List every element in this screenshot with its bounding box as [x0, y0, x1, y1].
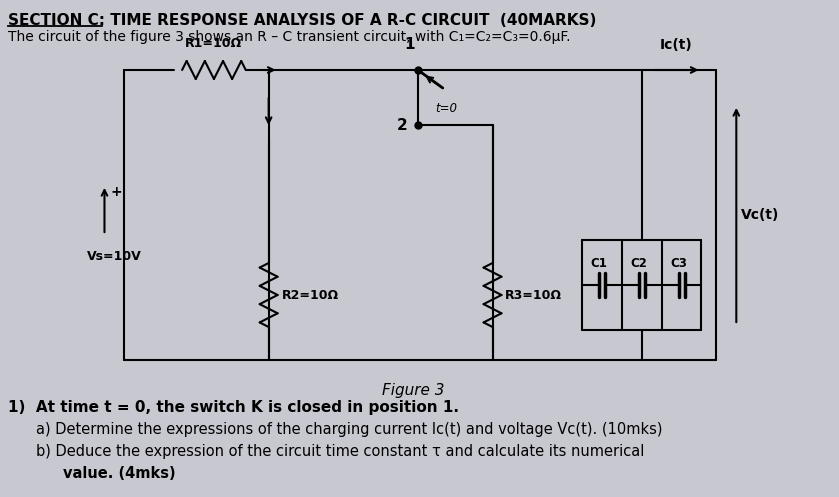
Text: b) Deduce the expression of the circuit time constant τ and calculate its numeri: b) Deduce the expression of the circuit … [36, 444, 644, 459]
Text: C1: C1 [591, 257, 607, 270]
Text: value. (4mks): value. (4mks) [63, 466, 175, 481]
Text: R2=10Ω: R2=10Ω [282, 288, 339, 302]
Text: +: + [111, 185, 122, 199]
Text: a) Determine the expressions of the charging current Ic(t) and voltage Vc(t). (1: a) Determine the expressions of the char… [36, 422, 662, 437]
Text: 1)  At time t = 0, the switch K is closed in position 1.: 1) At time t = 0, the switch K is closed… [8, 400, 459, 415]
Text: Vc(t): Vc(t) [742, 208, 779, 222]
Text: C3: C3 [670, 257, 687, 270]
Text: R3=10Ω: R3=10Ω [504, 288, 561, 302]
Text: Ic(t): Ic(t) [660, 38, 693, 52]
Text: Figure 3: Figure 3 [382, 383, 444, 398]
Text: The circuit of the figure 3 shows an R – C transient circuit, with C₁=C₂=C₃=0.6μ: The circuit of the figure 3 shows an R –… [8, 30, 571, 44]
Text: R1=10Ω: R1=10Ω [185, 37, 242, 50]
Text: Vs=10V: Vs=10V [86, 250, 141, 263]
Text: 2: 2 [397, 117, 408, 133]
Text: SECTION C: TIME RESPONSE ANALYSIS OF A R-C CIRCUIT  (40MARKS): SECTION C: TIME RESPONSE ANALYSIS OF A R… [8, 13, 597, 28]
Text: 1: 1 [404, 37, 415, 52]
Text: C2: C2 [630, 257, 647, 270]
Text: t=0: t=0 [435, 102, 456, 115]
